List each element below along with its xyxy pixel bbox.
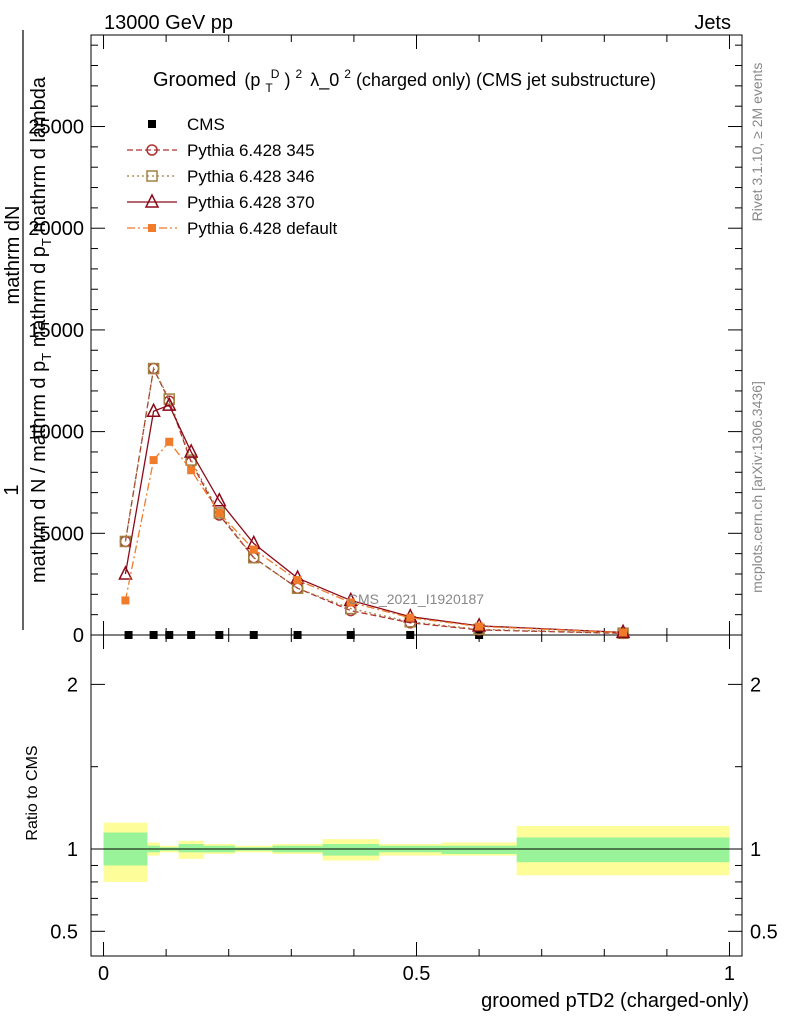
header-left-label: 13000 GeV pp [104, 12, 233, 34]
series-0-point-3 [187, 631, 196, 639]
mcplots-label: mcplots.cern.ch [arXiv:1306.3436] [749, 381, 765, 593]
title-square-2: 2 [344, 67, 351, 81]
ratio-ytick-label-2: 2 [67, 674, 78, 696]
series-0-point-0 [124, 631, 133, 639]
header-right-label: Jets [694, 12, 731, 34]
ratio-axis-ticks: 0.5 0.5 1 1 2 2 0 0.5 1 [50, 635, 778, 985]
title-close: ) [284, 70, 290, 90]
ratio-stat-band-3 [178, 844, 204, 853]
series-3-point-4 [212, 492, 227, 507]
series-2-point-2 [163, 393, 175, 405]
legend-marker-0 [148, 120, 156, 128]
series-4-point-2 [165, 437, 174, 446]
series-3-point-0 [118, 565, 133, 580]
legend-label-0: CMS [187, 115, 225, 134]
series-4-point-8 [406, 613, 415, 622]
series-4-point-9 [475, 622, 484, 631]
series-layer [118, 362, 631, 640]
series-0-point-5 [249, 631, 258, 639]
ratio-y-axis-label: Ratio to CMS [24, 745, 41, 840]
series-2-point-10 [617, 627, 629, 639]
series-0-point-2 [165, 631, 174, 639]
chart-title: Groomed (p T D ) 2 λ_0 2 (charged only) … [153, 62, 656, 96]
ratio-ytick-label-0: 0.5 [50, 921, 78, 943]
ratio-stat-band-10 [516, 837, 730, 863]
main-ytick-label-1: 5000 [40, 523, 85, 545]
x-axis-label: groomed pTD2 (charged-only) [481, 990, 749, 1012]
series-4-point-5 [249, 545, 258, 554]
series-0-point-4 [215, 631, 224, 639]
legend-label-1: Pythia 6.428 345 [187, 141, 315, 160]
series-0-point-1 [149, 631, 158, 639]
ratio-xtick-label-1: 0.5 [403, 963, 431, 985]
series-3-point-3 [183, 443, 199, 458]
legend-label-2: Pythia 6.428 346 [187, 167, 315, 186]
title-lambda: λ_0 [310, 70, 339, 91]
ratio-ytick-label-1: 1 [67, 839, 78, 861]
title-p-sub: T [265, 81, 273, 95]
title-rest: (charged only) (CMS jet substructure) [356, 70, 656, 90]
series-0-point-7 [346, 631, 355, 639]
main-axis-ticks: 0 5000 10000 15000 20000 25000 [28, 35, 742, 647]
series-4-point-7 [346, 598, 355, 607]
ratio-uncertainty-bands [103, 822, 730, 882]
series-0-point-8 [406, 631, 415, 639]
main-ytick-label-0: 0 [73, 625, 84, 647]
analysis-watermark: CMS_2021_I1920187 [348, 591, 484, 607]
legend-marker-2 [146, 170, 158, 182]
series-0-point-6 [293, 631, 302, 639]
ratio-ytick-label-right-2: 2 [750, 674, 761, 696]
series-3-point-1 [146, 402, 161, 418]
ratio-panel-frame [90, 634, 743, 957]
main-ytick-label-2: 10000 [28, 422, 84, 444]
legend-marker-3 [144, 193, 160, 208]
series-3-point-2 [162, 396, 177, 411]
legend-marker-1 [146, 144, 158, 156]
series-4-point-10 [619, 628, 628, 637]
title-word: Groomed [153, 69, 236, 91]
series-4-point-6 [293, 576, 302, 585]
series-4-point-3 [187, 466, 196, 475]
ratio-ytick-label-right-0: 0.5 [750, 921, 778, 943]
series-2-point-4 [213, 507, 226, 519]
title-square-1: 2 [295, 67, 302, 81]
series-2-point-1 [147, 362, 160, 375]
series-4-point-4 [215, 508, 224, 517]
ratio-xtick-label-0: 0 [98, 963, 109, 985]
legend: CMS Pythia 6.428 345 Pythia 6.428 346 Pythi… [127, 115, 338, 238]
y-label-numerator: mathrm dN [2, 206, 24, 305]
y-axis-label: 1 mathrm dN mathrm d N / mathrm d pT mat… [1, 30, 54, 630]
main-ytick-label-4: 20000 [28, 218, 84, 240]
series-line-2 [124, 366, 624, 634]
main-ytick-label-5: 25000 [28, 117, 84, 139]
legend-label-4: Pythia 6.428 default [187, 219, 338, 238]
legend-marker-4 [148, 224, 156, 232]
series-4-point-0 [121, 596, 130, 605]
title-p: (p [244, 70, 260, 90]
ratio-stat-band-9 [441, 845, 517, 854]
rivet-version-label: Rivet 3.1.10, ≥ 2M events [749, 63, 765, 222]
main-ytick-label-3: 15000 [28, 320, 84, 342]
y-label-one: 1 [1, 484, 23, 495]
title-p-sup: D [271, 67, 280, 81]
series-4-point-1 [149, 456, 158, 465]
ratio-stat-band-7 [322, 844, 379, 856]
legend-label-3: Pythia 6.428 370 [187, 193, 315, 212]
ratio-xtick-label-2: 1 [724, 963, 735, 985]
y-label-denominator: mathrm d N / mathrm d pT mathrm d pT mat… [28, 76, 54, 583]
ratio-ytick-label-right-1: 1 [750, 839, 761, 861]
